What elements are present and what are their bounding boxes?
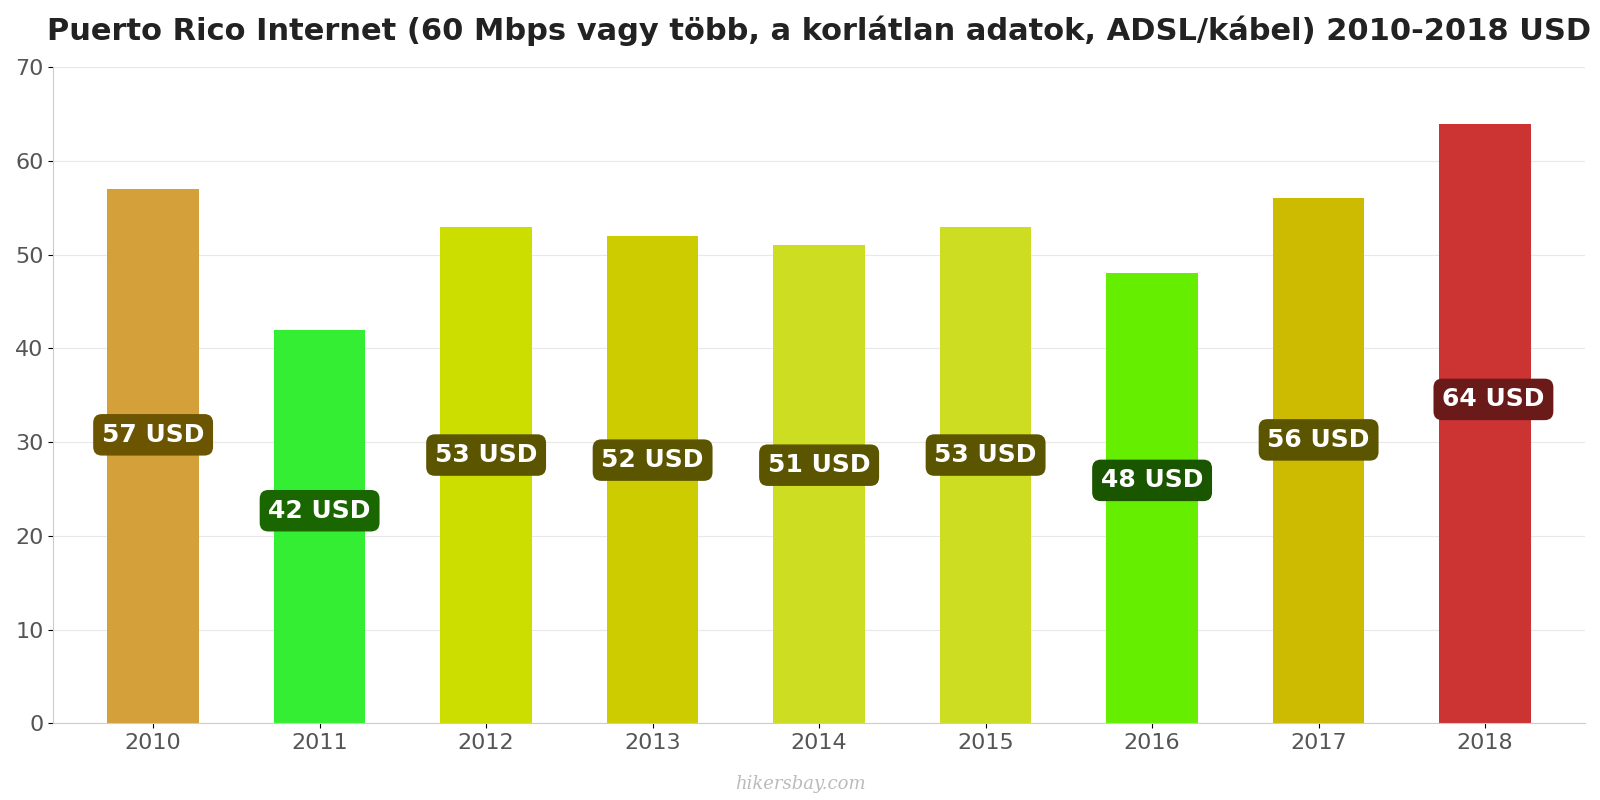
Text: 64 USD: 64 USD [1442, 387, 1544, 411]
Bar [107, 189, 198, 723]
Text: 53 USD: 53 USD [435, 443, 538, 467]
Bar [939, 226, 1032, 723]
Text: 42 USD: 42 USD [269, 498, 371, 522]
Bar [1274, 198, 1365, 723]
Text: 56 USD: 56 USD [1267, 428, 1370, 452]
Text: hikersbay.com: hikersbay.com [734, 775, 866, 793]
Bar [773, 246, 866, 723]
Text: 48 USD: 48 USD [1101, 468, 1203, 492]
Title: Puerto Rico Internet (60 Mbps vagy több, a korlátlan adatok, ADSL/kábel) 2010-20: Puerto Rico Internet (60 Mbps vagy több,… [46, 15, 1590, 46]
Bar [440, 226, 531, 723]
Text: 53 USD: 53 USD [934, 443, 1037, 467]
Text: 51 USD: 51 USD [768, 453, 870, 477]
Text: 52 USD: 52 USD [602, 448, 704, 472]
Bar [274, 330, 365, 723]
Bar [606, 236, 699, 723]
Text: 57 USD: 57 USD [102, 423, 205, 447]
Bar [1440, 123, 1531, 723]
Bar [1106, 274, 1198, 723]
